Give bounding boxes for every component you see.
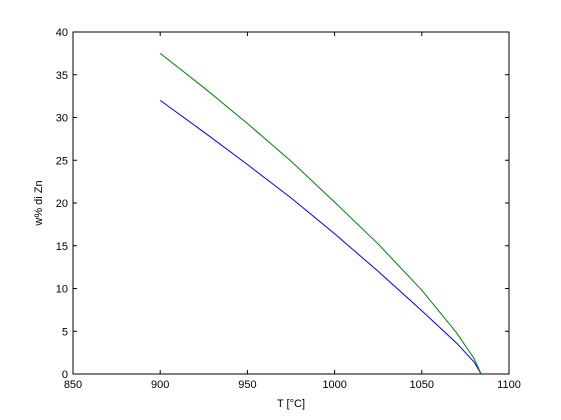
y-tick-label: 0 — [62, 369, 68, 381]
y-tick-label: 25 — [56, 155, 68, 167]
plot-area — [72, 31, 510, 375]
x-tick-label: 1050 — [410, 379, 434, 391]
line — [159, 52, 482, 375]
x-tick-label: 950 — [238, 379, 256, 391]
y-tick-label: 35 — [56, 70, 68, 82]
y-tick-label: 10 — [56, 284, 68, 296]
x-axis-label: T [°C] — [277, 398, 305, 410]
y-tick-label: 15 — [56, 241, 68, 253]
line — [159, 99, 482, 375]
y-axis-label: w% di Zn — [33, 180, 45, 226]
x-tick-label: 900 — [151, 379, 169, 391]
x-tick-label: 850 — [64, 379, 82, 391]
y-tick-label: 30 — [56, 113, 68, 125]
y-tick-label: 40 — [56, 27, 68, 39]
y-tick-label: 5 — [62, 326, 68, 338]
x-tick-label: 1100 — [497, 379, 521, 391]
x-tick-label: 1000 — [322, 379, 346, 391]
y-tick-label: 20 — [56, 198, 68, 210]
